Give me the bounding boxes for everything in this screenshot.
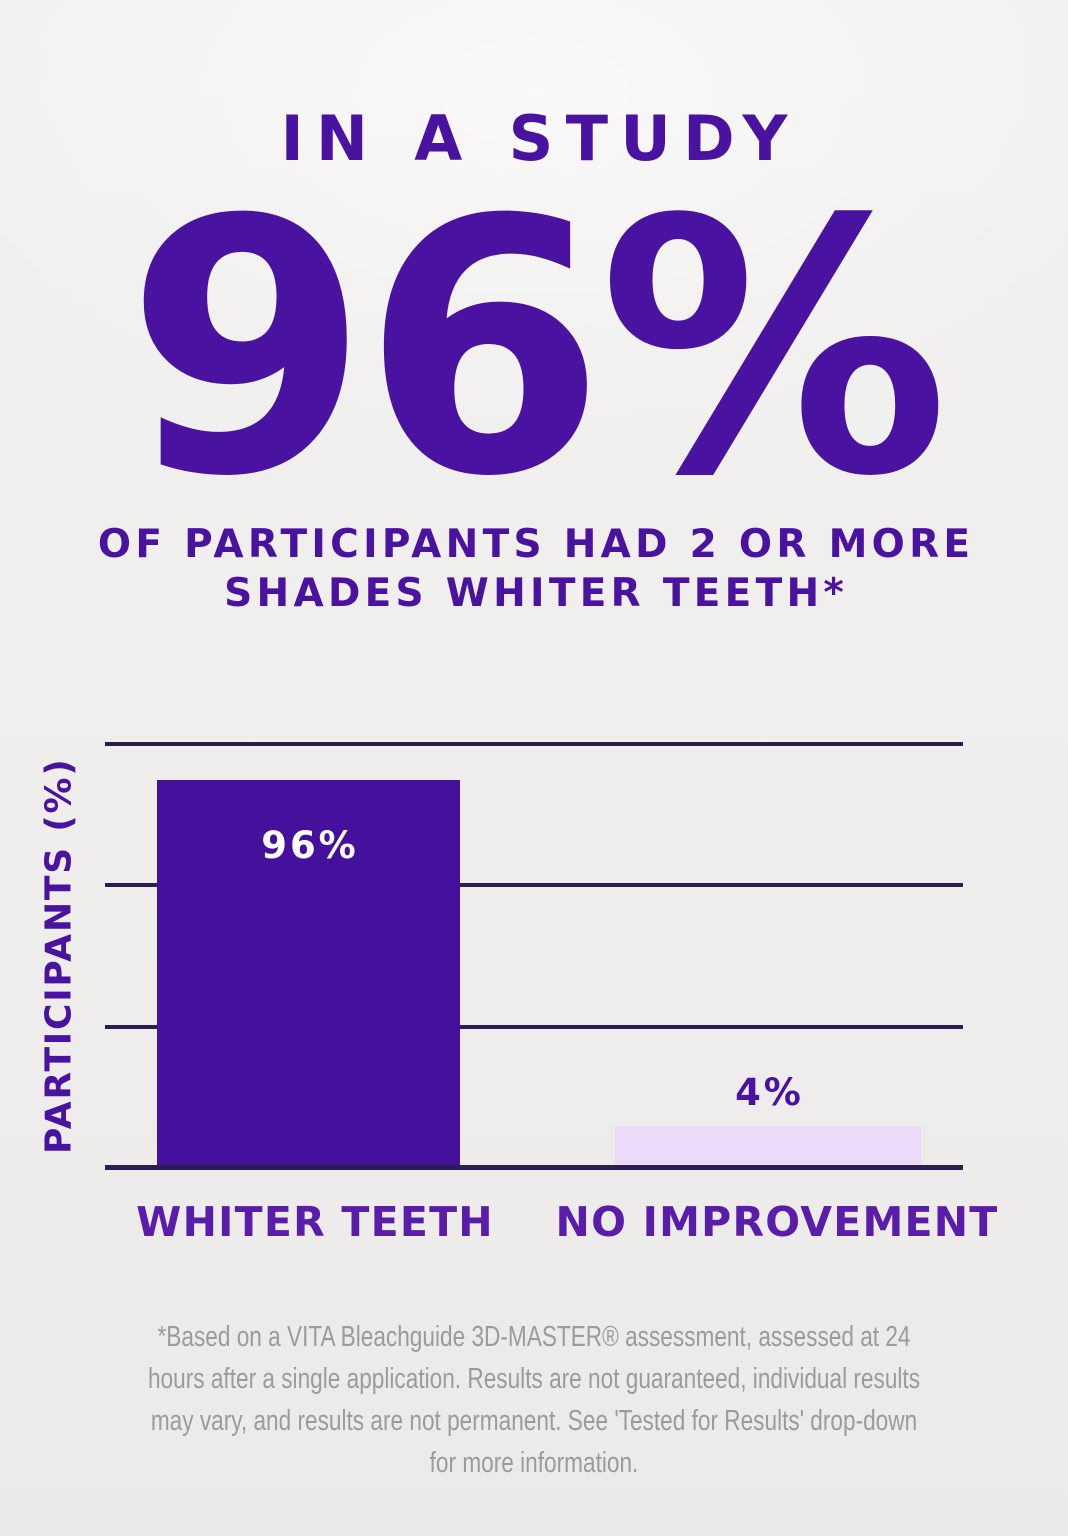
subtitle-line-1: OF PARTICIPANTS HAD 2 OR MORE [97, 522, 975, 567]
footnote-line-2: hours after a single application. Result… [147, 1363, 921, 1395]
bar-no-improvement: 4% [615, 1071, 921, 1168]
footnote-line-3: may vary, and results are not permanent.… [150, 1405, 918, 1437]
headline-stat: 96% [125, 145, 950, 553]
bar-value-whiter-teeth: 96% [261, 824, 359, 867]
bar-chart-plot-area: 96% 4% [105, 742, 963, 1170]
category-label-no-improvement: NO IMPROVEMENT [555, 1198, 999, 1246]
footnote: *Based on a VITA Bleachguide 3D-MASTER® … [117, 1316, 950, 1484]
bar-whiter-teeth: 96% [157, 780, 460, 1168]
footnote-line-4: for more information. [429, 1447, 639, 1479]
category-label-whiter-teeth: WHITER TEETH [136, 1198, 494, 1246]
gridline-middle-upper [105, 883, 963, 888]
bar-value-no-improvement: 4% [735, 1071, 804, 1114]
headline-subtitle: OF PARTICIPANTS HAD 2 OR MORE SHADES WHI… [0, 520, 1068, 618]
gridline-top [105, 742, 963, 746]
gridline-middle-lower [105, 1024, 963, 1029]
footnote-line-1: *Based on a VITA Bleachguide 3D-MASTER® … [157, 1321, 911, 1353]
headline-kicker: IN A STUDY [280, 102, 800, 175]
x-axis-baseline [105, 1165, 963, 1170]
y-axis-label: PARTICIPANTS (%) [38, 757, 80, 1155]
subtitle-line-2: SHADES WHITER TEETH* [224, 571, 849, 617]
